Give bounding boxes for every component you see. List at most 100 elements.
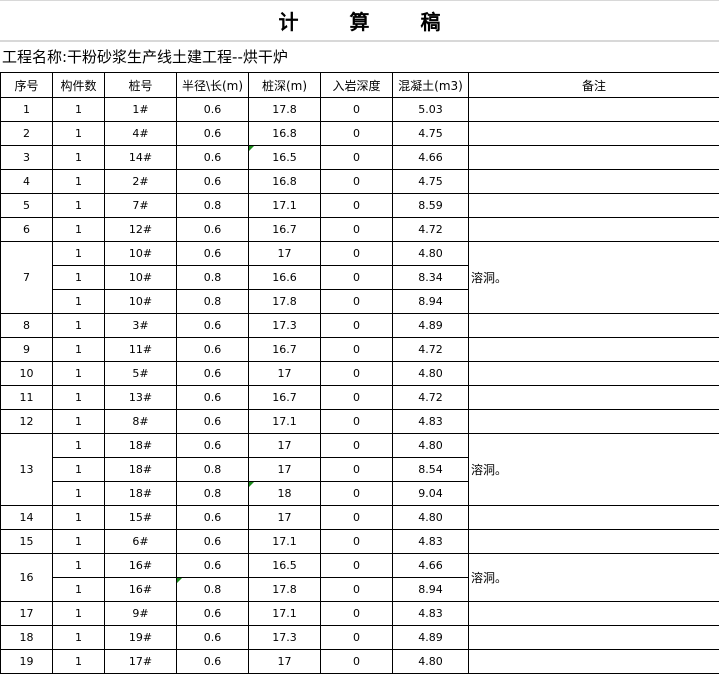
cell-count[interactable]: 1 — [53, 434, 105, 458]
cell-remark[interactable]: 溶洞。 — [469, 434, 719, 506]
cell-rock[interactable]: 0 — [321, 434, 393, 458]
cell-radius[interactable]: 0.6 — [177, 218, 249, 242]
cell-radius[interactable]: 0.6 — [177, 98, 249, 122]
cell-no[interactable]: 17 — [1, 602, 53, 626]
cell-remark[interactable] — [469, 506, 719, 530]
cell-pile[interactable]: 18# — [105, 482, 177, 506]
cell-pile[interactable]: 2# — [105, 170, 177, 194]
cell-depth[interactable]: 17.8 — [249, 290, 321, 314]
cell-depth[interactable]: 16.5 — [249, 554, 321, 578]
cell-depth[interactable]: 17.1 — [249, 530, 321, 554]
cell-depth[interactable]: 16.7 — [249, 338, 321, 362]
cell-remark[interactable] — [469, 146, 719, 170]
cell-concrete[interactable]: 4.83 — [393, 410, 469, 434]
cell-concrete[interactable]: 4.83 — [393, 530, 469, 554]
cell-count[interactable]: 1 — [53, 626, 105, 650]
cell-rock[interactable]: 0 — [321, 386, 393, 410]
cell-concrete[interactable]: 4.75 — [393, 170, 469, 194]
cell-depth[interactable]: 16.8 — [249, 122, 321, 146]
cell-rock[interactable]: 0 — [321, 506, 393, 530]
header-concrete[interactable]: 混凝土(m3) — [393, 73, 469, 98]
cell-concrete[interactable]: 8.59 — [393, 194, 469, 218]
cell-remark[interactable] — [469, 338, 719, 362]
cell-count[interactable]: 1 — [53, 530, 105, 554]
cell-depth[interactable]: 17 — [249, 458, 321, 482]
cell-remark[interactable] — [469, 194, 719, 218]
cell-radius[interactable]: 0.6 — [177, 146, 249, 170]
cell-count[interactable]: 1 — [53, 98, 105, 122]
cell-radius[interactable]: 0.6 — [177, 434, 249, 458]
cell-pile[interactable]: 11# — [105, 338, 177, 362]
cell-remark[interactable] — [469, 170, 719, 194]
cell-count[interactable]: 1 — [53, 170, 105, 194]
cell-no[interactable]: 11 — [1, 386, 53, 410]
cell-pile[interactable]: 10# — [105, 290, 177, 314]
cell-no[interactable]: 8 — [1, 314, 53, 338]
cell-pile[interactable]: 15# — [105, 506, 177, 530]
cell-depth[interactable]: 17.1 — [249, 602, 321, 626]
cell-depth[interactable]: 18 — [249, 482, 321, 506]
cell-pile[interactable]: 10# — [105, 266, 177, 290]
cell-concrete[interactable]: 4.66 — [393, 146, 469, 170]
cell-concrete[interactable]: 5.03 — [393, 98, 469, 122]
cell-rock[interactable]: 0 — [321, 482, 393, 506]
cell-remark[interactable] — [469, 98, 719, 122]
cell-depth[interactable]: 17 — [249, 434, 321, 458]
cell-concrete[interactable]: 4.80 — [393, 362, 469, 386]
cell-depth[interactable]: 16.8 — [249, 170, 321, 194]
cell-pile[interactable]: 3# — [105, 314, 177, 338]
cell-concrete[interactable]: 9.04 — [393, 482, 469, 506]
cell-count[interactable]: 1 — [53, 242, 105, 266]
cell-no[interactable]: 5 — [1, 194, 53, 218]
cell-remark[interactable]: 溶洞。 — [469, 242, 719, 314]
cell-no[interactable]: 6 — [1, 218, 53, 242]
cell-pile[interactable]: 6# — [105, 530, 177, 554]
cell-depth[interactable]: 17 — [249, 506, 321, 530]
cell-radius[interactable]: 0.6 — [177, 530, 249, 554]
cell-concrete[interactable]: 4.72 — [393, 338, 469, 362]
cell-radius[interactable]: 0.6 — [177, 386, 249, 410]
cell-count[interactable]: 1 — [53, 362, 105, 386]
cell-concrete[interactable]: 4.75 — [393, 122, 469, 146]
cell-no[interactable]: 14 — [1, 506, 53, 530]
cell-count[interactable]: 1 — [53, 506, 105, 530]
cell-radius[interactable]: 0.6 — [177, 626, 249, 650]
cell-rock[interactable]: 0 — [321, 98, 393, 122]
cell-count[interactable]: 1 — [53, 266, 105, 290]
cell-rock[interactable]: 0 — [321, 290, 393, 314]
cell-count[interactable]: 1 — [53, 218, 105, 242]
header-depth[interactable]: 桩深(m) — [249, 73, 321, 98]
cell-count[interactable]: 1 — [53, 146, 105, 170]
cell-concrete[interactable]: 8.94 — [393, 578, 469, 602]
cell-count[interactable]: 1 — [53, 650, 105, 674]
cell-depth[interactable]: 16.7 — [249, 218, 321, 242]
cell-remark[interactable] — [469, 410, 719, 434]
cell-pile[interactable]: 16# — [105, 578, 177, 602]
cell-remark[interactable] — [469, 530, 719, 554]
cell-remark[interactable] — [469, 650, 719, 674]
cell-no[interactable]: 1 — [1, 98, 53, 122]
cell-pile[interactable]: 12# — [105, 218, 177, 242]
cell-rock[interactable]: 0 — [321, 122, 393, 146]
cell-concrete[interactable]: 4.72 — [393, 386, 469, 410]
cell-count[interactable]: 1 — [53, 482, 105, 506]
cell-remark[interactable] — [469, 218, 719, 242]
cell-rock[interactable]: 0 — [321, 242, 393, 266]
cell-pile[interactable]: 8# — [105, 410, 177, 434]
cell-no[interactable]: 10 — [1, 362, 53, 386]
cell-count[interactable]: 1 — [53, 338, 105, 362]
cell-pile[interactable]: 13# — [105, 386, 177, 410]
cell-radius[interactable]: 0.8 — [177, 578, 249, 602]
cell-pile[interactable]: 7# — [105, 194, 177, 218]
cell-concrete[interactable]: 8.34 — [393, 266, 469, 290]
cell-no[interactable]: 3 — [1, 146, 53, 170]
cell-radius[interactable]: 0.8 — [177, 290, 249, 314]
cell-radius[interactable]: 0.8 — [177, 194, 249, 218]
cell-depth[interactable]: 17.3 — [249, 314, 321, 338]
cell-rock[interactable]: 0 — [321, 602, 393, 626]
cell-concrete[interactable]: 4.72 — [393, 218, 469, 242]
cell-count[interactable]: 1 — [53, 578, 105, 602]
cell-no[interactable]: 12 — [1, 410, 53, 434]
header-pile[interactable]: 桩号 — [105, 73, 177, 98]
cell-no[interactable]: 2 — [1, 122, 53, 146]
